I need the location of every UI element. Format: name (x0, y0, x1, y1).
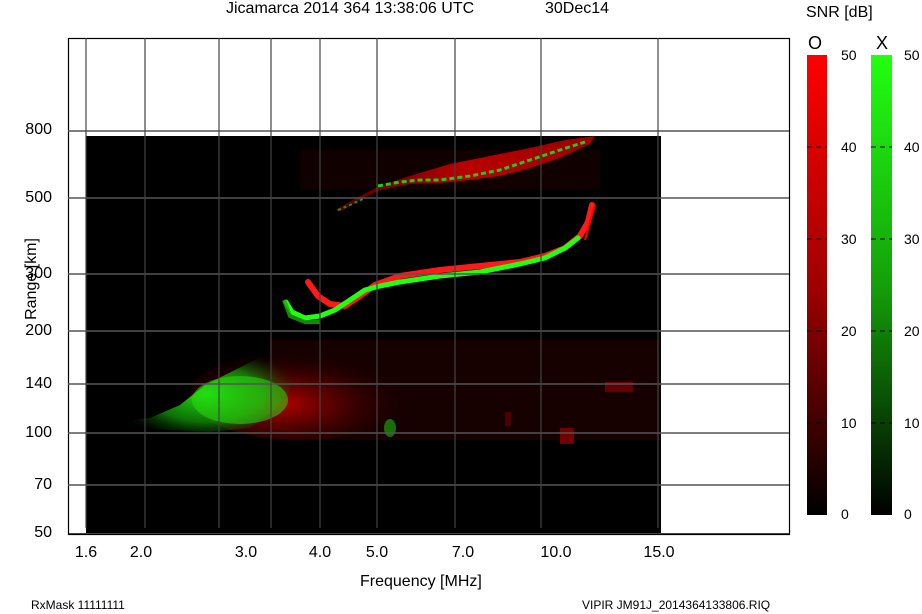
y-tick: 140 (25, 375, 52, 392)
x-axis-label: Frequency [MHz] (360, 573, 482, 590)
y-tick: 300 (25, 265, 52, 282)
rx-mask-label: RxMask 11111111 (31, 598, 125, 612)
colorbar-o-tick: 20 (841, 323, 857, 339)
data-region (86, 136, 661, 533)
chart-title: Jicamarca 2014 364 13:38:06 UTC (226, 0, 475, 17)
y-tick: 200 (25, 322, 52, 339)
colorbar-x-tick: 0 (904, 506, 912, 522)
colorbar-x-tick: 50 (904, 47, 920, 63)
y-tick: 100 (25, 424, 52, 441)
grid-horizontal (68, 130, 789, 486)
colorbar-o-tick: 50 (841, 47, 857, 63)
colorbar-o-label: O (808, 33, 823, 53)
x-tick: 15.0 (643, 544, 675, 561)
colorbar-o-tick: 10 (841, 415, 857, 431)
colorbar-title: SNR [dB] (806, 4, 873, 21)
y-axis-label: Range [km] (23, 238, 40, 320)
y-tick: 500 (25, 189, 52, 206)
colorbar-x-tick: 20 (904, 323, 920, 339)
x-tick: 7.0 (451, 544, 475, 561)
x-tick: 5.0 (365, 544, 389, 561)
x-tick: 1.6 (74, 544, 98, 561)
x-tick: 2.0 (129, 544, 153, 561)
colorbar-x-tick: 10 (904, 415, 920, 431)
colorbar-x-label: X (876, 33, 889, 53)
chart-date: 30Dec14 (545, 0, 610, 17)
colorbar-o (807, 55, 827, 515)
y-tick: 70 (34, 476, 52, 493)
grid-vertical (85, 38, 659, 528)
colorbar-x (871, 55, 892, 515)
colorbar-o-tick: 0 (841, 506, 849, 522)
y-tick: 800 (25, 121, 52, 138)
y-tick: 50 (34, 524, 52, 541)
colorbar-x-tick: 40 (904, 139, 920, 155)
file-name-label: VIPIR JM91J_2014364133806.RIQ (582, 598, 771, 612)
x-tick: 10.0 (540, 544, 572, 561)
x-tick: 4.0 (308, 544, 332, 561)
colorbar-o-tick: 30 (841, 231, 857, 247)
colorbar-x-tick: 30 (904, 231, 920, 247)
colorbar-o-tick: 40 (841, 139, 857, 155)
x-tick: 3.0 (234, 544, 258, 561)
